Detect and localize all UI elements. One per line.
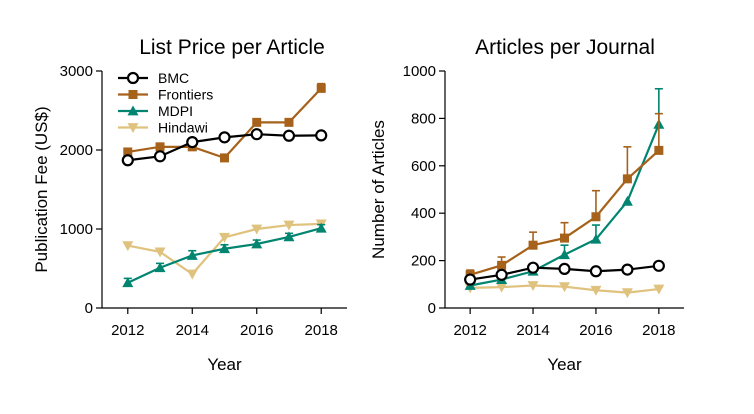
data-point [315,129,328,142]
series-mdpi [464,87,665,290]
x-tick-label: 2014 [516,322,549,339]
data-point [496,282,508,293]
series-frontiers [465,112,664,280]
data-point [558,262,571,275]
data-point [251,224,263,235]
data-point [284,117,294,127]
chart-1: List Price per Article 0 1000 2000 3000 2012 2… [32,36,347,374]
x-tick-label: 2016 [579,322,612,339]
data-point [123,147,133,157]
x-tick-label: 2016 [240,322,273,339]
series-hindawi [464,281,665,299]
data-point [497,260,507,270]
data-point [589,265,603,278]
y-tick-label: 2000 [60,142,93,159]
data-point [250,128,263,141]
y-tick-label: 0 [428,300,436,317]
data-point [186,249,198,260]
x-axis-label: Year [547,355,582,374]
chart-title: List Price per Article [139,36,325,59]
data-point [559,249,570,260]
legend-swatch-marker [127,123,139,133]
data-point [526,261,540,274]
y-tick-label: 200 [411,253,436,270]
data-point [283,231,295,242]
x-tick-label: 2012 [453,322,486,339]
x-tick-label: 2018 [305,322,338,339]
data-point [315,222,327,233]
data-point [186,269,198,280]
legend-label: Hindawi [158,120,208,136]
y-tick-label: 400 [411,205,436,222]
chart-title: Articles per Journal [475,36,655,59]
data-point [154,247,166,258]
y-tick-label: 1000 [60,221,93,238]
data-point [122,277,134,288]
data-point [251,238,263,249]
chart-2: Articles per Journal 0 200 400 600 800 1000 201… [369,36,684,374]
series-frontiers [123,82,326,163]
data-point [122,241,134,252]
data-point [590,233,602,244]
data-point [283,220,295,231]
x-tick-label: 2014 [176,322,209,339]
data-point [653,284,665,295]
y-axis-label: Publication Fee (US$) [32,106,51,272]
series-bmc [464,259,665,286]
legend-label: BMC [158,70,189,86]
data-point [654,145,664,155]
data-point [591,212,601,222]
data-point [186,136,199,149]
series-hindawi [122,219,327,280]
x-tick-label: 2018 [642,322,675,339]
series-bmc [121,128,328,167]
legend-label: MDPI [158,103,193,119]
x-axis-label: Year [207,355,242,374]
legend-label: Frontiers [158,87,213,103]
data-point [218,131,231,144]
y-tick-label: 0 [85,300,93,317]
data-point [154,262,166,273]
y-tick-label: 600 [411,158,436,175]
data-point [652,259,665,272]
data-point [528,240,538,250]
data-point [464,273,477,286]
data-point [252,117,262,127]
legend-swatch-marker [126,71,140,85]
y-axis-label: Number of Articles [369,120,388,259]
data-point [560,233,569,243]
data-point [559,282,570,293]
data-point [622,174,632,184]
data-point [316,83,326,93]
data-point [282,129,296,142]
data-point [621,263,634,276]
data-point [155,142,165,152]
data-point [121,154,134,167]
legend-swatch-marker [128,90,138,99]
data-point [220,153,229,163]
data-point [621,195,633,206]
y-tick-label: 3000 [60,63,93,80]
data-point [219,243,230,254]
y-tick-label: 800 [411,110,436,127]
data-point [527,281,539,291]
data-point [495,268,508,281]
data-point [153,150,167,163]
data-point [621,288,633,299]
series-mdpi [122,222,327,288]
data-point [590,285,602,296]
data-point [219,232,230,243]
x-tick-label: 2012 [111,322,144,339]
legend-swatch-marker [127,105,139,116]
y-tick-label: 1000 [403,63,436,80]
